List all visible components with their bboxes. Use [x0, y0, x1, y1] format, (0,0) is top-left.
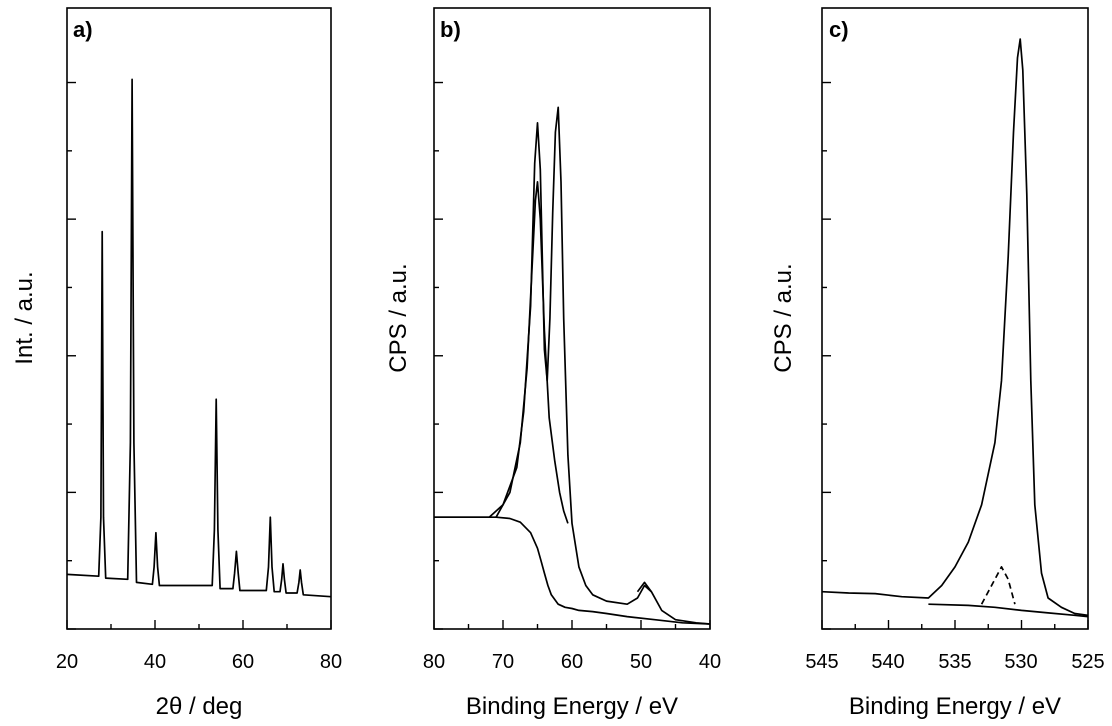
panel-a-x-axis-title: 2θ / deg: [156, 693, 243, 720]
panel-c-y-axis-title: CPS / a.u.: [770, 263, 797, 372]
panel-c-x-tick-label: 530: [1004, 651, 1037, 673]
panel-b-series-line: [636, 581, 653, 593]
panel-c-series-line: [821, 38, 1089, 617]
panel-b-x-tick-label: 60: [561, 651, 583, 673]
panel-b-x-tick-labels: 80 70 60 50 40: [423, 651, 721, 673]
panel-a-label: a): [73, 17, 93, 42]
panel-c-traces: [821, 38, 1089, 618]
panel-b: b) CPS / a.u. Binding Energy / eV 80 70 …: [385, 7, 721, 720]
panel-c: c) CPS / a.u. Binding Energy / eV 545 54…: [770, 7, 1105, 720]
panel-a-x-tick-label: 60: [232, 651, 254, 673]
panel-b-traces: [434, 106, 711, 625]
panel-b-x-tick-label: 80: [423, 651, 445, 673]
panel-a-x-tick-label: 40: [144, 651, 166, 673]
panel-c-series-line: [928, 603, 1089, 618]
panel-a-series-line: [66, 78, 332, 598]
panel-b-x-tick-label: 50: [630, 651, 652, 673]
panel-b-series-line: [434, 516, 711, 625]
panel-b-x-tick-label: 70: [492, 651, 514, 673]
panel-a-traces: [66, 78, 332, 598]
panel-b-series-line: [495, 181, 569, 524]
panel-c-frame: [821, 7, 1089, 630]
panel-c-ticks: [821, 81, 1089, 630]
panel-b-y-axis-title: CPS / a.u.: [385, 263, 412, 372]
panel-b-ticks: [433, 81, 711, 630]
panel-c-x-axis-title: Binding Energy / eV: [849, 693, 1061, 720]
panel-c-x-tick-label: 525: [1071, 651, 1104, 673]
panel-b-x-tick-label: 40: [699, 651, 721, 673]
panel-a-y-axis-title: Int. / a.u.: [11, 271, 38, 364]
panel-a-x-tick-label: 20: [56, 651, 78, 673]
panel-c-x-tick-label: 535: [938, 651, 971, 673]
panel-a-ticks: [66, 81, 332, 630]
panel-a-x-tick-label: 80: [320, 651, 342, 673]
panel-a: a) Int. / a.u. 2θ / deg 20 40 60 80: [11, 7, 342, 720]
panel-c-x-tick-label: 540: [871, 651, 904, 673]
panel-c-x-tick-label: 545: [805, 651, 838, 673]
panel-a-frame: [66, 7, 332, 630]
panel-c-x-tick-labels: 545 540 535 530 525: [805, 651, 1104, 673]
panel-b-label: b): [440, 17, 461, 42]
panel-b-frame: [433, 7, 711, 630]
panel-c-series-line: [980, 566, 1016, 605]
panel-a-x-tick-labels: 20 40 60 80: [56, 651, 342, 673]
panel-b-x-axis-title: Binding Energy / eV: [466, 693, 678, 720]
panel-c-label: c): [829, 17, 849, 42]
panel-b-series-line: [434, 106, 711, 625]
